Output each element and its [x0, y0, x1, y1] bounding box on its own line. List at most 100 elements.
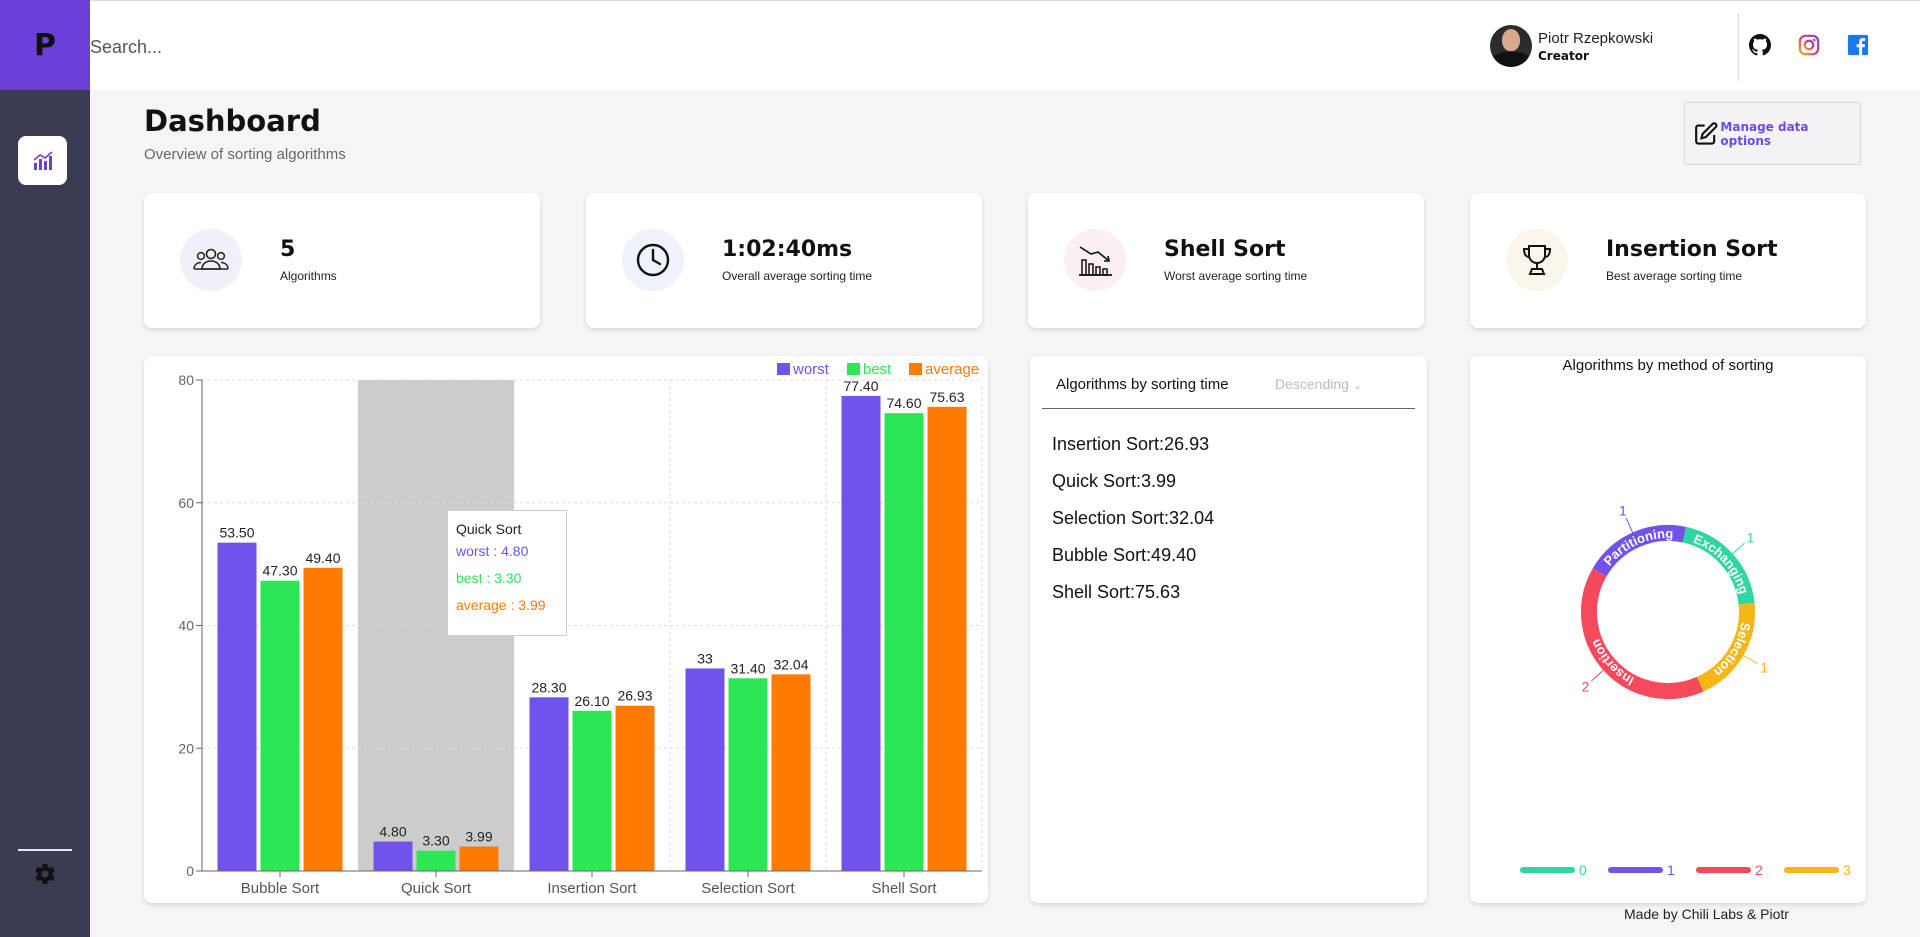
donut-leader-line [1591, 669, 1604, 682]
bar-worst [529, 697, 569, 871]
bar-value-label: 26.93 [617, 688, 652, 704]
bar-value-label: 26.10 [574, 693, 609, 709]
bar-worst [373, 841, 413, 871]
algorithm-list: Insertion Sort:26.93 Quick Sort:3.99 Selec… [1052, 434, 1214, 619]
footer-credit: Made by Chili Labs & Piotr [1624, 906, 1789, 922]
settings-button[interactable] [31, 860, 59, 888]
bar-worst [217, 542, 257, 871]
list-item: Bubble Sort:49.40 [1052, 545, 1197, 565]
donut-count-label: 1 [1760, 660, 1768, 676]
manage-data-options-button[interactable]: Manage data options [1684, 102, 1861, 165]
stat-label: Worst average sorting time [1164, 269, 1308, 283]
github-icon [1749, 34, 1771, 56]
bar-worst [841, 395, 881, 871]
donut-title: Algorithms by method of sorting [1563, 357, 1774, 374]
bar-chart-svg: 0 20 40 60 80 53.50 47.30 49.40 Bubble Sort 4.80 3… [178, 361, 983, 897]
bar-value-label: 3.30 [422, 833, 449, 849]
bar-chart-icon [32, 150, 53, 170]
bar-value-label: 49.40 [305, 550, 340, 566]
instagram-icon [1798, 34, 1820, 56]
legend-label-average: average [925, 361, 979, 378]
user-profile[interactable]: Piotr Rzepkowski Creator [1490, 25, 1653, 67]
legend-label-best: best [863, 361, 892, 378]
donut-segment-label: Exchanging [1691, 531, 1751, 596]
donut-segment-exchanging [1682, 526, 1755, 605]
github-link[interactable] [1747, 32, 1773, 58]
facebook-icon [1847, 34, 1869, 56]
stat-value: Insertion Sort [1606, 237, 1778, 262]
bar-value-label: 28.30 [531, 679, 566, 695]
donut-segment-selection [1696, 602, 1755, 692]
gear-icon [35, 864, 55, 885]
chart-down-icon [1079, 246, 1112, 276]
stat-icon-wrap [1506, 229, 1568, 291]
donut-segment-label: Selection [1711, 621, 1753, 680]
sort-order-label: Descending [1275, 376, 1349, 392]
facebook-link[interactable] [1845, 32, 1871, 58]
donut-segment-label: Partitioning [1601, 526, 1674, 568]
y-tick-label: 40 [178, 618, 194, 634]
donut-legend-swatch [1784, 867, 1839, 873]
stat-label: Algorithms [280, 269, 337, 283]
bar-value-label: 3.99 [465, 829, 492, 845]
donut-legend-swatch [1520, 867, 1575, 873]
search-input[interactable] [90, 31, 590, 63]
user-name: Piotr Rzepkowski [1538, 29, 1654, 47]
bar-best [728, 678, 768, 871]
sort-order-dropdown[interactable]: Descending ⌄ [1275, 376, 1362, 392]
bar-value-label: 53.50 [219, 525, 254, 541]
donut-segment-partitioning [1592, 525, 1687, 577]
bar-best [572, 710, 612, 871]
donut-legend-swatch [1608, 867, 1663, 873]
stat-value: 5 [280, 237, 296, 262]
stat-card-best: Insertion Sort Best average sorting time [1470, 193, 1866, 328]
donut-legend-label: 2 [1755, 862, 1763, 878]
legend-label-worst: worst [792, 361, 830, 378]
donut-legend-label: 0 [1579, 862, 1587, 878]
x-tick-label: Shell Sort [871, 880, 937, 897]
instagram-link[interactable] [1796, 32, 1822, 58]
edit-icon [1695, 121, 1718, 145]
x-tick-label: Quick Sort [401, 880, 472, 897]
page-subtitle: Overview of sorting algorithms [144, 146, 346, 163]
y-tick-label: 80 [178, 372, 194, 388]
bar-value-label: 77.40 [843, 378, 878, 394]
bar-value-label: 31.40 [730, 660, 765, 676]
sidebar-divider [18, 849, 72, 851]
donut-count-label: 1 [1747, 530, 1755, 546]
donut-segment-label-text: Partitioning [1601, 526, 1674, 568]
legend-swatch-worst [777, 363, 790, 375]
bar-value-label: 75.63 [929, 389, 964, 405]
bar-average [459, 846, 499, 871]
app-logo[interactable]: P [0, 0, 90, 90]
bar-average [927, 406, 967, 871]
stat-label: Best average sorting time [1606, 269, 1743, 283]
chevron-down-icon: ⌄ [1352, 380, 1363, 392]
bar-value-label: 4.80 [379, 824, 406, 840]
stat-card-algorithms: 5 Algorithms [144, 193, 540, 328]
list-header [1042, 356, 1415, 409]
donut-leader-line [1743, 655, 1758, 664]
list-item: Quick Sort:3.99 [1052, 471, 1177, 491]
tooltip-best: best : 3.30 [456, 570, 522, 586]
stat-value: Shell Sort [1164, 237, 1286, 262]
tooltip-average: average : 3.99 [456, 597, 546, 613]
x-tick-label: Insertion Sort [547, 880, 637, 897]
sidebar-item-dashboard[interactable] [18, 136, 67, 185]
bar-value-label: 47.30 [262, 563, 297, 579]
legend-swatch-average [909, 363, 922, 375]
tooltip-title: Quick Sort [456, 521, 522, 537]
donut-segment-label-text: Exchanging [1691, 531, 1751, 596]
donut-legend-label: 3 [1843, 862, 1851, 878]
list-item: Insertion Sort:26.93 [1052, 434, 1210, 454]
sidebar: P [0, 0, 90, 937]
donut-segment-label-text: Selection [1711, 621, 1753, 680]
header-divider [1738, 13, 1739, 81]
avatar [1490, 25, 1532, 67]
top-header: Piotr Rzepkowski Creator [90, 0, 1920, 90]
sorting-times-chart: 0 20 40 60 80 53.50 47.30 49.40 Bubble Sort 4.80 3… [144, 356, 988, 903]
legend-swatch-best [847, 363, 860, 375]
bar-worst [685, 668, 725, 871]
bar-best [416, 850, 456, 871]
users-icon [193, 248, 229, 270]
